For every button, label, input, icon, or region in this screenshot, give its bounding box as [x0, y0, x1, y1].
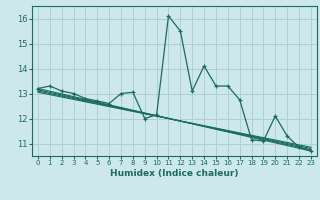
- X-axis label: Humidex (Indice chaleur): Humidex (Indice chaleur): [110, 169, 239, 178]
